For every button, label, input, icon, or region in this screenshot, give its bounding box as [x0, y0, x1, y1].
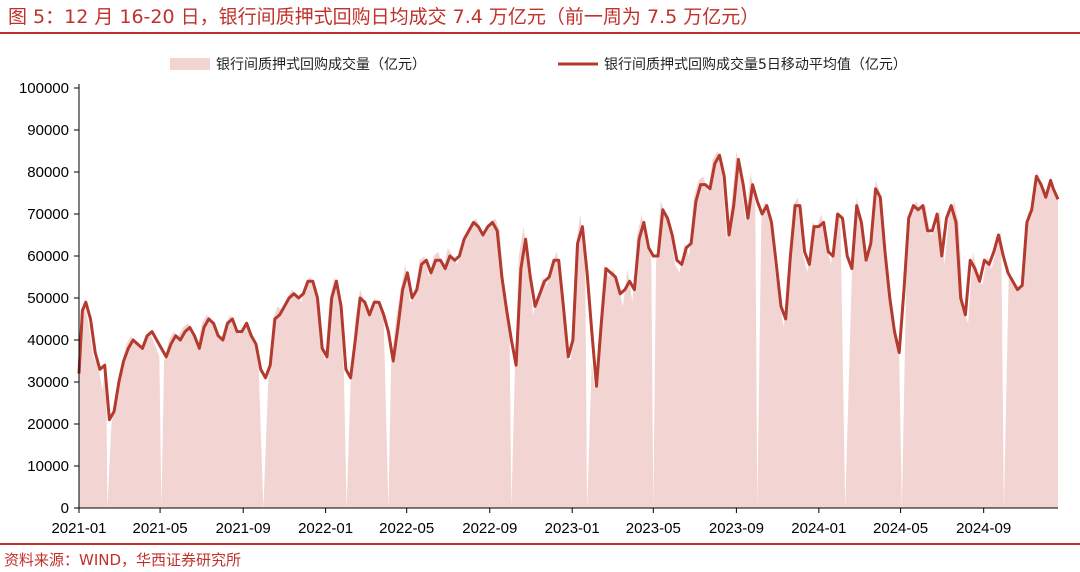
x-tick-label: 2024-09 [956, 520, 1011, 537]
figure-title: 图 5：12 月 16-20 日，银行间质押式回购日均成交 7.4 万亿元（前一… [8, 6, 760, 28]
y-tick-label: 40000 [27, 332, 69, 349]
y-tick-label: 80000 [27, 164, 69, 181]
axes: 0 10000 20000 30000 40000 50000 60000 70000 8000… [19, 80, 1058, 537]
chart-canvas: 银行间质押式回购成交量（亿元） 银行间质押式回购成交量5日移动平均值（亿元） 0… [19, 56, 1060, 537]
y-tick-label: 50000 [27, 290, 69, 307]
legend-area-label: 银行间质押式回购成交量（亿元） [216, 56, 426, 73]
x-tick-label: 2023-09 [709, 520, 764, 537]
x-tick-label: 2024-05 [873, 520, 928, 537]
x-tick-label: 2021-05 [133, 520, 188, 537]
x-tick-label: 2021-09 [216, 520, 271, 537]
x-tick-label: 2024-01 [791, 520, 846, 537]
title-rule [0, 32, 1080, 34]
y-tick-label: 70000 [27, 206, 69, 223]
x-tick-label: 2023-05 [626, 520, 681, 537]
plot-area [77, 151, 1060, 508]
y-tick-label: 0 [61, 500, 69, 517]
y-tick-label: 30000 [27, 374, 69, 391]
source-rule [0, 543, 1080, 545]
y-tick-label: 10000 [27, 458, 69, 475]
x-tick-label: 2022-01 [298, 520, 353, 537]
source-note: 资料来源：WIND，华西证券研究所 [4, 551, 242, 569]
legend-line-label: 银行间质押式回购成交量5日移动平均值（亿元） [604, 56, 907, 73]
legend-area-swatch [170, 58, 210, 70]
x-tick-label: 2023-01 [545, 520, 600, 537]
x-tick-label: 2022-09 [462, 520, 517, 537]
legend: 银行间质押式回购成交量（亿元） 银行间质押式回购成交量5日移动平均值（亿元） [170, 56, 907, 73]
y-tick-label: 20000 [27, 416, 69, 433]
x-tick-label: 2022-05 [379, 520, 434, 537]
series-line-ma5 [77, 153, 1060, 422]
x-tick-label: 2021-01 [51, 520, 106, 537]
y-tick-label: 100000 [19, 80, 69, 97]
y-tick-label: 60000 [27, 248, 69, 265]
y-tick-label: 90000 [27, 122, 69, 139]
